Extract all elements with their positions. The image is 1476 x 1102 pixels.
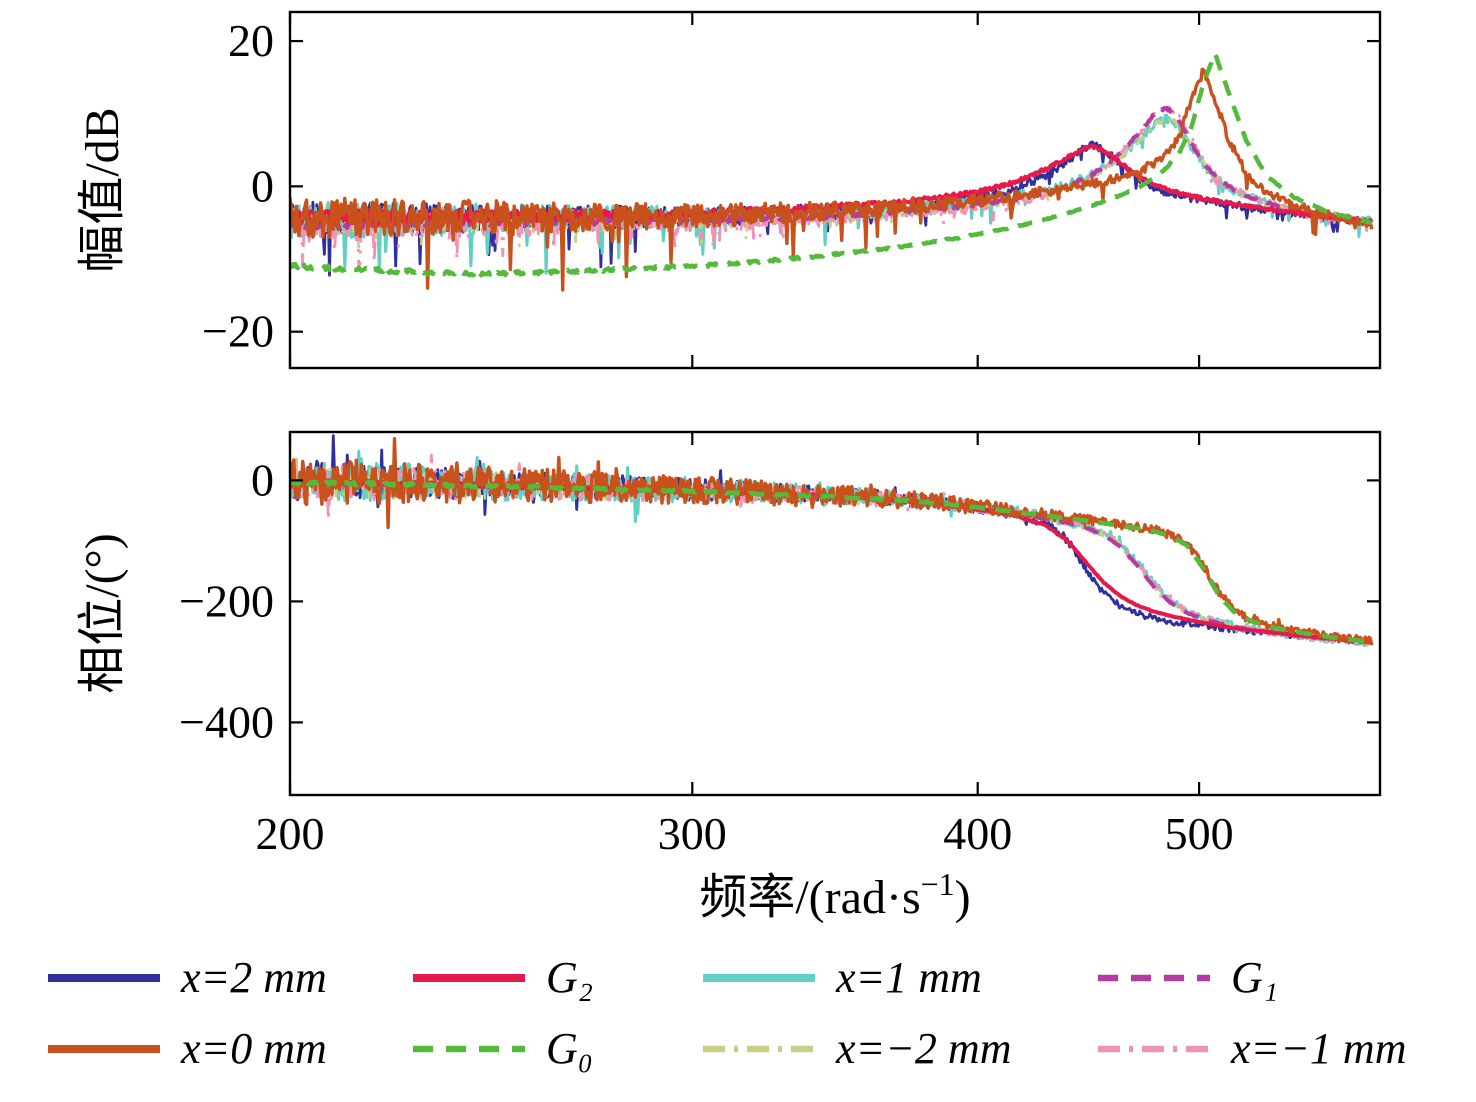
legend-line-x2mm xyxy=(48,973,160,982)
series-g0-phase xyxy=(290,478,1373,645)
legend-item-x1mm: x=1 mm xyxy=(700,952,1095,1003)
legend-line-x1mm xyxy=(703,973,815,982)
y-tick-label: −20 xyxy=(202,306,274,357)
legend-label-x2mm: x=2 mm xyxy=(181,953,327,1002)
y-tick-label: −200 xyxy=(179,575,274,626)
series-g1-magnitude xyxy=(290,105,1373,231)
x-tick-label: 400 xyxy=(943,808,1012,859)
y-tick-label: 0 xyxy=(251,454,274,505)
legend-item-xm2mm: x=−2 mm xyxy=(700,1023,1095,1074)
y-tick-label: 20 xyxy=(228,15,274,66)
legend-item-g2: G₂ xyxy=(410,952,700,1003)
y-axis-label-phase: 相位/(°) xyxy=(76,533,129,694)
y-tick-label: −400 xyxy=(179,696,274,747)
y-axis-label-magnitude: 幅值/dB xyxy=(76,107,129,272)
legend-label-xm1mm: x=−1 mm xyxy=(1231,1024,1407,1073)
axes-box-phase xyxy=(288,430,1382,797)
legend-label-g1: G₁ xyxy=(1231,953,1279,1002)
legend-label-x0mm: x=0 mm xyxy=(181,1024,327,1073)
y-tick-label: 0 xyxy=(251,160,274,211)
legend-item-g0: G₀ xyxy=(410,1023,700,1074)
series-xm1mm-magnitude xyxy=(290,105,1374,270)
axes-box-magnitude xyxy=(288,10,1382,370)
series-x1mm-magnitude xyxy=(290,113,1374,275)
legend-item-x2mm: x=2 mm xyxy=(45,952,410,1003)
legend-line-g0 xyxy=(413,1045,525,1052)
legend-line-g1 xyxy=(1098,974,1210,981)
series-x0mm-magnitude xyxy=(290,67,1374,292)
x-tick-label: 500 xyxy=(1165,808,1234,859)
legend-line-x0mm xyxy=(48,1044,160,1053)
legend: x=2 mm G₂ x=1 mm G₁ x=0 mm G₀ x=−2 mm x xyxy=(45,952,1406,1074)
x-axis-label: 频率/(rad·s−1) xyxy=(699,866,970,924)
legend-label-g0: G₀ xyxy=(546,1024,594,1073)
legend-item-xm1mm: x=−1 mm xyxy=(1095,1023,1406,1074)
x-tick-label: 300 xyxy=(658,808,727,859)
legend-label-xm2mm: x=−2 mm xyxy=(836,1024,1012,1073)
series-g0-magnitude xyxy=(290,51,1373,278)
legend-item-x0mm: x=0 mm xyxy=(45,1023,410,1074)
series-x0mm-phase xyxy=(290,437,1374,646)
legend-line-xm2mm xyxy=(703,1045,815,1052)
legend-line-g2 xyxy=(413,973,525,982)
legend-label-g2: G₂ xyxy=(546,953,594,1002)
legend-item-g1: G₁ xyxy=(1095,952,1406,1003)
legend-label-x1mm: x=1 mm xyxy=(836,953,982,1002)
legend-line-xm1mm xyxy=(1098,1045,1210,1052)
x-tick-label: 200 xyxy=(256,808,325,859)
